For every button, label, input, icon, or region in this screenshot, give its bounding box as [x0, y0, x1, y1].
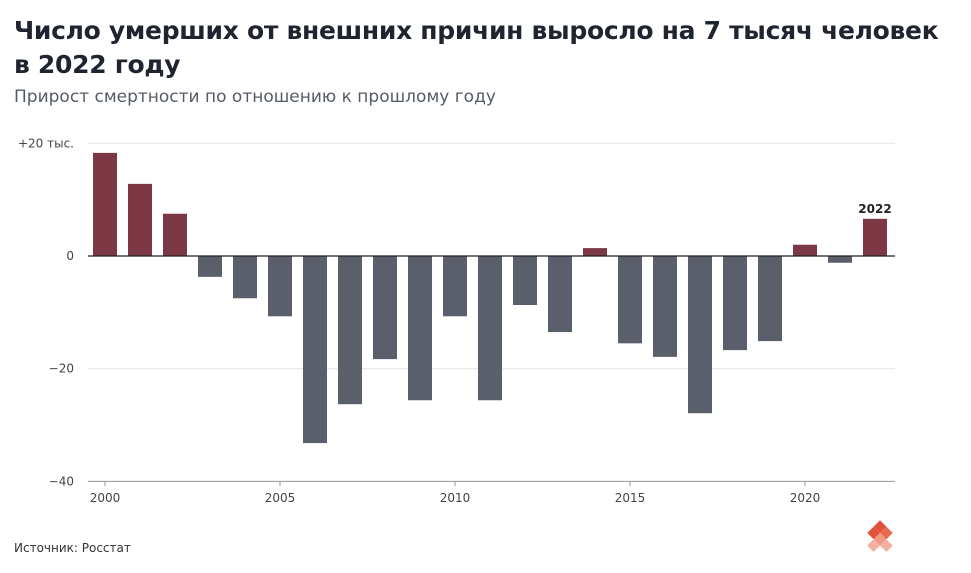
x-tick-label: 2015	[615, 491, 646, 505]
bar-2014	[583, 248, 607, 256]
bar-2006	[303, 256, 327, 444]
bar-2004	[233, 256, 257, 299]
bar-2002	[163, 213, 187, 256]
bar-2019	[758, 256, 782, 342]
bar-2005	[268, 256, 292, 317]
bar-2009	[408, 256, 432, 401]
x-tick-label: 2000	[90, 491, 121, 505]
y-tick-label: −20	[49, 362, 74, 376]
chart-subtitle: Прирост смертности по отношению к прошло…	[14, 87, 496, 107]
bar-annotation: 2022	[858, 202, 891, 216]
bar-2013	[548, 256, 572, 333]
bar-2007	[338, 256, 362, 405]
bar-2001	[128, 183, 152, 256]
bar-2008	[373, 256, 397, 360]
bar-2016	[653, 256, 677, 357]
y-tick-label: 0	[66, 249, 74, 263]
x-tick-label: 2010	[440, 491, 471, 505]
bar-2012	[513, 256, 537, 306]
bar-2017	[688, 256, 712, 414]
bar-2021	[828, 256, 852, 263]
y-tick-label: −40	[49, 474, 74, 488]
chart-title: Число умерших от внешних причин выросло …	[14, 16, 939, 79]
y-tick-label: +20 тыс.	[18, 136, 74, 150]
bar-2011	[478, 256, 502, 401]
bar-2015	[618, 256, 642, 344]
bar-2010	[443, 256, 467, 317]
x-tick-label: 2005	[265, 491, 296, 505]
source-note: Источник: Росстат	[14, 541, 131, 555]
bar-2022	[863, 218, 887, 256]
x-tick-label: 2020	[790, 491, 821, 505]
bar-2003	[198, 256, 222, 277]
bar-2000	[93, 152, 117, 256]
bar-2018	[723, 256, 747, 351]
bar-2020	[793, 244, 817, 256]
